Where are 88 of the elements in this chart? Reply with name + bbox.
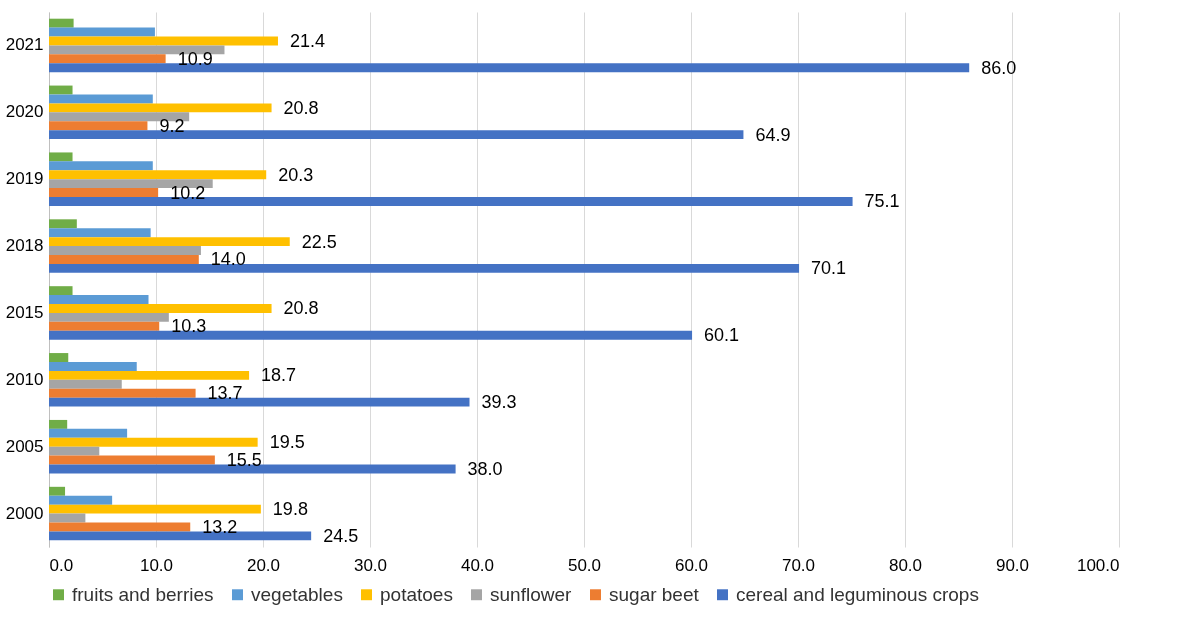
data-label: 20.8 xyxy=(283,298,319,319)
legend-label: vegetables xyxy=(251,583,343,605)
x-tick-label: 50.0 xyxy=(567,555,602,575)
data-label: 38.0 xyxy=(467,458,503,479)
bar xyxy=(49,419,68,429)
x-tick-label: 100.0 xyxy=(1076,555,1120,575)
y-tick-label: 2019 xyxy=(5,169,44,189)
bar xyxy=(49,188,159,198)
bar xyxy=(49,304,272,313)
bar xyxy=(49,428,128,438)
data-label: 15.5 xyxy=(226,450,262,471)
bar xyxy=(49,353,69,362)
bar xyxy=(49,388,196,398)
data-label: 70.1 xyxy=(811,258,847,279)
legend-label: sunflower xyxy=(490,583,572,605)
x-tick-label: 30.0 xyxy=(353,555,388,575)
bar xyxy=(49,170,267,180)
data-label: 10.9 xyxy=(177,48,213,69)
data-label: 24.5 xyxy=(323,525,359,546)
bar xyxy=(49,36,278,46)
x-tick-label: 60.0 xyxy=(674,555,709,575)
x-tick-label: 80.0 xyxy=(888,555,923,575)
bar xyxy=(49,379,122,389)
data-label: 13.2 xyxy=(202,516,238,537)
bar xyxy=(49,103,272,113)
y-tick-label: 2020 xyxy=(5,102,44,122)
bar xyxy=(49,219,77,229)
bar xyxy=(49,228,151,238)
bar xyxy=(49,54,166,64)
bar xyxy=(49,63,970,73)
y-tick-label: 2021 xyxy=(5,35,44,55)
data-label: 9.2 xyxy=(159,115,185,136)
bar xyxy=(49,361,137,371)
bar xyxy=(49,254,199,264)
x-tick-label: 40.0 xyxy=(460,555,495,575)
bar xyxy=(49,130,744,140)
bar xyxy=(49,397,470,407)
bar xyxy=(49,495,113,505)
bar xyxy=(49,321,160,331)
bar xyxy=(49,437,258,447)
data-label: 18.7 xyxy=(261,365,297,386)
x-tick-label: 70.0 xyxy=(781,555,816,575)
bar xyxy=(49,246,201,255)
x-tick-label: 90.0 xyxy=(995,555,1030,575)
legend-label: potatoes xyxy=(380,583,453,605)
data-label: 75.1 xyxy=(864,191,900,212)
bar xyxy=(49,152,73,162)
data-label: 64.9 xyxy=(755,124,791,145)
data-label: 21.4 xyxy=(289,30,326,51)
bar xyxy=(49,295,149,305)
bar xyxy=(49,121,148,131)
y-tick-label: 2005 xyxy=(5,436,44,456)
data-label: 39.3 xyxy=(481,392,517,413)
bar xyxy=(49,370,250,380)
bar xyxy=(49,85,73,95)
bar xyxy=(49,522,191,532)
bar xyxy=(49,504,261,514)
bar xyxy=(49,94,153,104)
legend-label: fruits and berries xyxy=(72,583,214,605)
bar xyxy=(49,27,155,37)
bar xyxy=(49,237,290,247)
legend-label: cereal and leguminous crops xyxy=(736,583,979,605)
bar xyxy=(49,161,153,171)
y-tick-label: 2018 xyxy=(5,236,44,256)
x-tick-label: 0.0 xyxy=(49,555,74,575)
data-label: 20.8 xyxy=(283,97,319,118)
y-tick-label: 2015 xyxy=(5,302,44,322)
legend-label: sugar beet xyxy=(609,583,700,605)
bar xyxy=(49,312,169,322)
bar xyxy=(49,330,693,340)
data-label: 60.1 xyxy=(704,325,740,346)
data-label: 86.0 xyxy=(981,57,1017,78)
data-label: 20.3 xyxy=(278,164,314,185)
data-label: 19.8 xyxy=(272,499,308,520)
bar xyxy=(49,455,215,465)
x-tick-label: 10.0 xyxy=(139,555,174,575)
y-tick-label: 2000 xyxy=(5,503,44,523)
bar xyxy=(49,197,853,206)
bar xyxy=(49,286,73,296)
bar xyxy=(49,486,66,496)
data-label: 22.5 xyxy=(301,231,337,252)
data-label: 19.5 xyxy=(269,432,305,453)
bar xyxy=(49,18,74,28)
y-tick-label: 2010 xyxy=(5,369,44,389)
bar xyxy=(49,446,100,456)
x-tick-label: 20.0 xyxy=(246,555,281,575)
bar xyxy=(49,531,312,541)
bar xyxy=(49,263,800,273)
